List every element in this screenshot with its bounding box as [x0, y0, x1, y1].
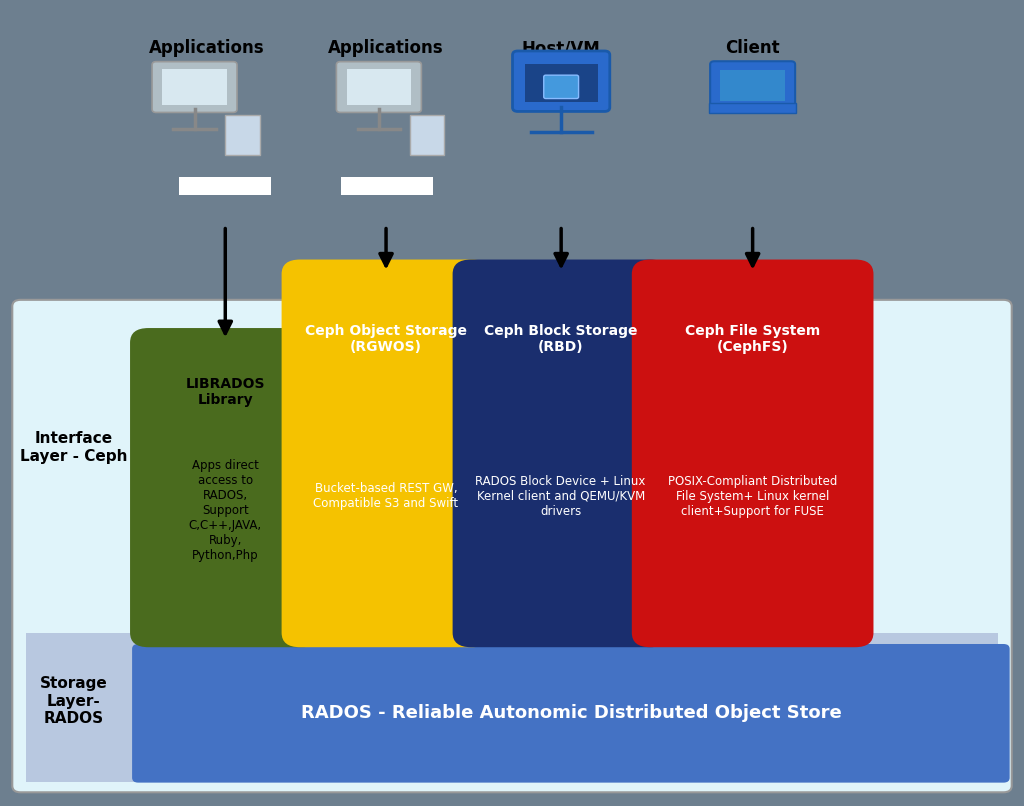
Text: Ceph Object Storage
(RGWOS): Ceph Object Storage (RGWOS)	[305, 323, 467, 354]
Text: Ceph File System
(CephFS): Ceph File System (CephFS)	[685, 323, 820, 354]
Text: Client: Client	[725, 39, 780, 57]
Bar	[179, 177, 271, 195]
FancyBboxPatch shape	[711, 61, 795, 108]
Bar	[26, 633, 998, 782]
Text: Interface
Layer - Ceph: Interface Layer - Ceph	[20, 431, 127, 463]
Bar	[709, 103, 797, 113]
Text: RADOS - Reliable Autonomic Distributed Object Store: RADOS - Reliable Autonomic Distributed O…	[301, 704, 842, 722]
Text: POSIX-Compliant Distributed
File System+ Linux kernel
client+Support for FUSE: POSIX-Compliant Distributed File System+…	[668, 475, 838, 518]
Bar	[162, 69, 227, 105]
Text: Applications: Applications	[329, 39, 443, 57]
FancyBboxPatch shape	[513, 51, 610, 111]
FancyBboxPatch shape	[632, 260, 873, 647]
FancyBboxPatch shape	[12, 300, 1012, 792]
Text: Bucket-based REST GW,
Compatible S3 and Swift: Bucket-based REST GW, Compatible S3 and …	[313, 483, 459, 510]
Text: Storage
Layer-
RADOS: Storage Layer- RADOS	[40, 676, 108, 726]
FancyBboxPatch shape	[453, 260, 669, 647]
FancyBboxPatch shape	[130, 328, 321, 647]
FancyBboxPatch shape	[132, 644, 1010, 783]
Text: LIBRADOS
Library: LIBRADOS Library	[185, 376, 265, 407]
FancyBboxPatch shape	[544, 75, 579, 98]
Bar	[341, 177, 433, 195]
Text: RADOS Block Device + Linux
Kernel client and QEMU/KVM
drivers: RADOS Block Device + Linux Kernel client…	[475, 475, 646, 518]
Text: Host/VM: Host/VM	[522, 39, 600, 57]
FancyBboxPatch shape	[282, 260, 490, 647]
Bar	[525, 64, 598, 102]
Bar	[346, 69, 412, 105]
FancyBboxPatch shape	[152, 62, 237, 113]
Bar	[721, 70, 784, 101]
FancyBboxPatch shape	[225, 115, 260, 155]
FancyBboxPatch shape	[410, 115, 444, 155]
FancyBboxPatch shape	[336, 62, 422, 113]
Text: Apps direct
access to
RADOS,
Support
C,C++,JAVA,
Ruby,
Python,Php: Apps direct access to RADOS, Support C,C…	[188, 459, 262, 563]
Text: Ceph Block Storage
(RBD): Ceph Block Storage (RBD)	[484, 323, 637, 354]
Text: Applications: Applications	[150, 39, 264, 57]
